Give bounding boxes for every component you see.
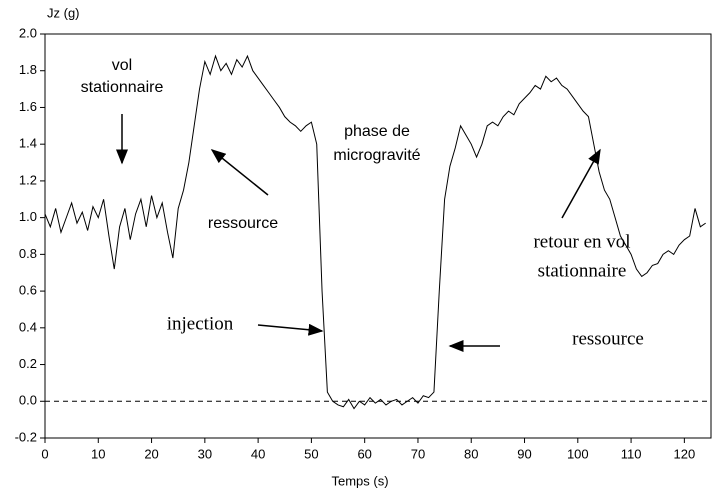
y-tick-label: -0.2 [15,429,37,444]
x-tick-label: 80 [464,446,478,461]
annotation-arrow [210,149,269,196]
y-tick-label: 2.0 [19,25,37,40]
annotation: stationnaire [538,260,627,281]
y-tick-label: 0.6 [19,283,37,298]
x-tick-label: 70 [411,446,425,461]
x-tick-label: 60 [357,446,371,461]
y-tick-label: 0.8 [19,246,37,261]
annotation: ressource [208,215,278,232]
x-tick-label: 100 [567,446,589,461]
y-tick-label: 0.4 [19,319,37,334]
annotation: injection [167,313,234,334]
annotation: phase de [344,123,410,140]
plot-frame [44,33,712,439]
annotation: microgravité [333,147,420,164]
x-tick-label: 30 [198,446,212,461]
annotation: vol [112,57,132,74]
annotation: ressource [572,328,644,349]
y-tick-label: 0.0 [19,393,37,408]
annotation: stationnaire [81,79,164,96]
x-tick-label: 40 [251,446,265,461]
x-tick-label: 110 [621,446,642,461]
y-tick-label: 1.8 [19,62,37,77]
x-tick-label: 50 [304,446,318,461]
y-tick-label: 0.2 [19,356,37,371]
annotation: retour en vol [533,231,630,252]
y-axis-label: Jz (g) [47,5,80,20]
x-tick-label: 10 [91,446,105,461]
y-tick-label: 1.2 [19,172,37,187]
y-tick-label: 1.0 [19,209,37,224]
y-tick-label: 1.4 [19,136,37,151]
x-tick-label: 90 [517,446,531,461]
x-tick-label: 20 [144,446,158,461]
x-tick-label: 120 [674,446,696,461]
annotation-arrow [561,148,601,219]
y-tick-label: 1.6 [19,99,37,114]
x-axis-label: Temps (s) [331,473,388,488]
x-tick-label: 0 [41,446,48,461]
annotation-arrow [257,323,324,336]
